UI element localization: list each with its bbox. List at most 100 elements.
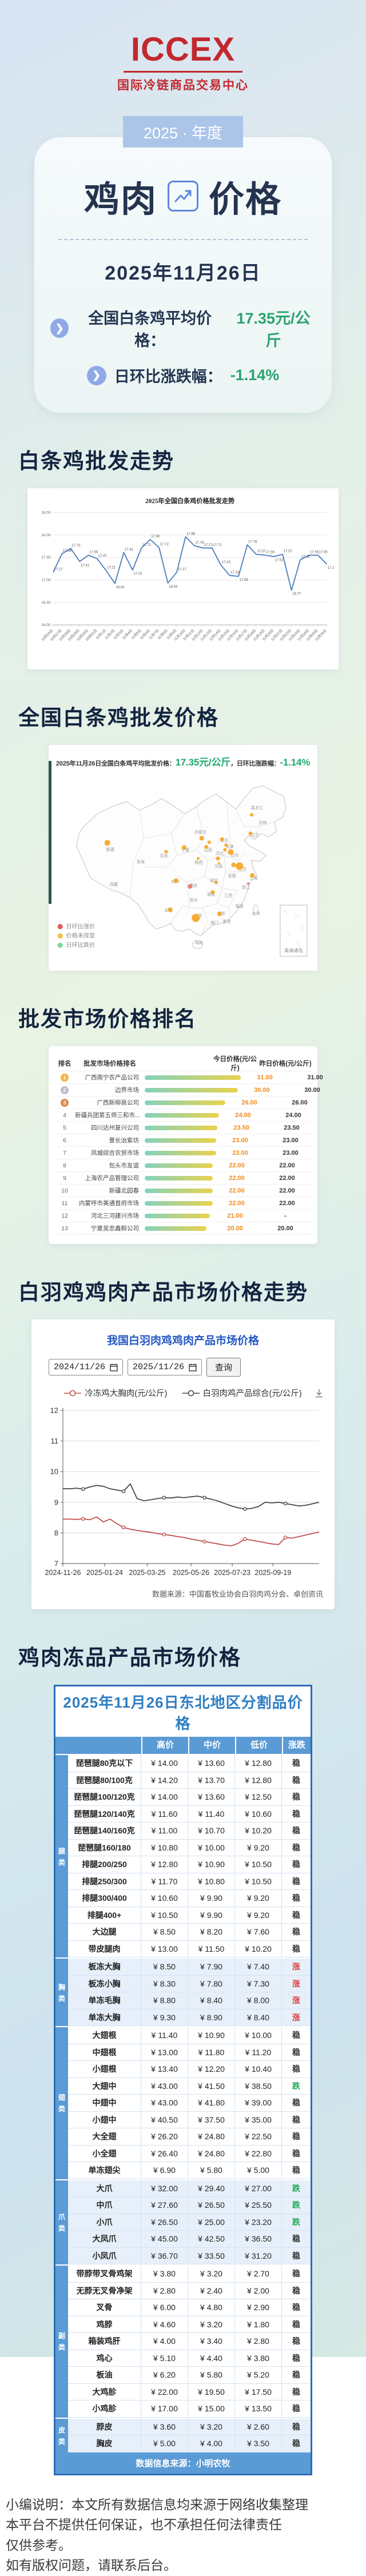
- product-name: 大全翅: [68, 2128, 141, 2145]
- price-low: ¥ 2.90: [235, 2299, 282, 2316]
- price-high: ¥ 13.40: [141, 2061, 188, 2077]
- price-bar: [145, 1075, 241, 1080]
- freeze-header-mid: 中价: [188, 1737, 235, 1754]
- trend-badge: 稳: [282, 1941, 311, 1957]
- product-name: 排腿400+: [68, 1907, 141, 1924]
- trend-badge: 稳: [282, 2384, 311, 2400]
- trend-badge: 稳: [282, 2333, 311, 2350]
- y-tick-label: 18.50: [41, 511, 51, 515]
- price-low: ¥ 5.00: [235, 2162, 282, 2179]
- price-dot: [105, 840, 110, 846]
- product-name: 单冻大胸: [68, 2009, 141, 2026]
- yesterday-price: 26.00: [273, 1099, 326, 1106]
- rank-number: 6: [63, 1137, 66, 1144]
- price-mid: ¥ 3.20: [188, 2419, 235, 2435]
- price-dot: [188, 884, 192, 889]
- today-price: 20.00: [211, 1225, 259, 1232]
- price-mid: ¥ 11.80: [188, 2044, 235, 2061]
- rank-number: 4: [63, 1112, 66, 1119]
- price-low: ¥ 8.00: [235, 1992, 282, 2009]
- x-tick-label: 2025-01-24: [86, 1569, 123, 1577]
- price-bar: [145, 1226, 206, 1231]
- group-label: 副类: [55, 2266, 68, 2418]
- point-label: 17.55: [266, 551, 275, 555]
- price-low: ¥ 2.00: [235, 2283, 282, 2299]
- trend-badge: 涨: [282, 1992, 311, 2009]
- logo-divider: [124, 71, 242, 73]
- price-high: ¥ 2.80: [141, 2283, 188, 2299]
- today-price: 24.00: [219, 1112, 267, 1119]
- price-high: ¥ 8.50: [141, 1924, 188, 1940]
- product-name: 琵琶腿160/180: [68, 1840, 141, 1856]
- product-name: 琵琶腿100/120克: [68, 1789, 141, 1805]
- series-line-0: [63, 1517, 319, 1546]
- bar-cell: [145, 1088, 238, 1092]
- price-dot: [228, 849, 233, 855]
- price-dot: [168, 907, 173, 912]
- point-label: 17.35: [328, 566, 334, 570]
- price-high: ¥ 10.50: [141, 1907, 188, 1924]
- product-name: 单冻翅尖: [68, 2162, 141, 2179]
- yesterday-price: 22.00: [261, 1187, 313, 1194]
- product-name: 大凤爪: [68, 2231, 141, 2247]
- point-label: 17.08: [240, 578, 249, 582]
- price-mid: ¥ 11.40: [188, 1806, 235, 1823]
- product-name: 琵琶腿80克以下: [68, 1755, 141, 1772]
- market-name: 晋长治紫坊: [75, 1136, 145, 1145]
- series-marker: [284, 1502, 287, 1505]
- group-label: 翅类: [55, 2027, 68, 2179]
- market-name: 凤城综合农贸市场: [75, 1149, 145, 1157]
- query-button[interactable]: 查询: [206, 1358, 241, 1377]
- price-bar: [145, 1100, 225, 1105]
- price-bar: [145, 1176, 213, 1181]
- point-label: 17.17: [178, 567, 187, 571]
- price-high: ¥ 26.40: [141, 2146, 188, 2162]
- trend-badge: 稳: [282, 2112, 311, 2128]
- rank-number: 5: [63, 1124, 66, 1131]
- price-mid: ¥ 4.80: [188, 2299, 235, 2316]
- price-mid: ¥ 33.50: [188, 2248, 235, 2264]
- price-dot: [216, 856, 220, 860]
- price-high: ¥ 3.60: [141, 2419, 188, 2435]
- bar-cell: [145, 1126, 217, 1130]
- price-high: ¥ 5.10: [141, 2350, 188, 2367]
- today-price: 21.00: [211, 1213, 259, 1219]
- trend-badge: 稳: [282, 2231, 311, 2247]
- date-to-input[interactable]: 2025/11/26: [128, 1359, 202, 1375]
- yesterday-price: 20.00: [259, 1225, 312, 1232]
- province-label: 河北: [216, 852, 224, 856]
- rank-number: 11: [62, 1200, 68, 1207]
- product-name: 大翅根: [68, 2027, 141, 2044]
- download-icon[interactable]: [314, 1388, 324, 1401]
- price-low: ¥ 10.50: [235, 1856, 282, 1873]
- trend-badge: 稳: [282, 2316, 311, 2333]
- market-name: 上海农产品管理公司: [75, 1174, 145, 1182]
- date-from-input[interactable]: 2024/11/26: [49, 1359, 123, 1375]
- product-name: 无脖无叉骨净架: [68, 2283, 141, 2299]
- price-bar: [145, 1214, 210, 1218]
- price-high: ¥ 11.60: [141, 1806, 188, 1823]
- province-label: 江西: [224, 894, 232, 898]
- province-label: 福建: [236, 903, 244, 908]
- province-label: 西藏: [110, 882, 118, 887]
- freeze-table-card: 2025年11月26日东北地区分割品价格 高价 中价 低价 涨跌 腿类琵琶腿80…: [54, 1685, 312, 2475]
- product-name: 板冻小胸: [68, 1976, 141, 1992]
- price-dot: [220, 838, 224, 842]
